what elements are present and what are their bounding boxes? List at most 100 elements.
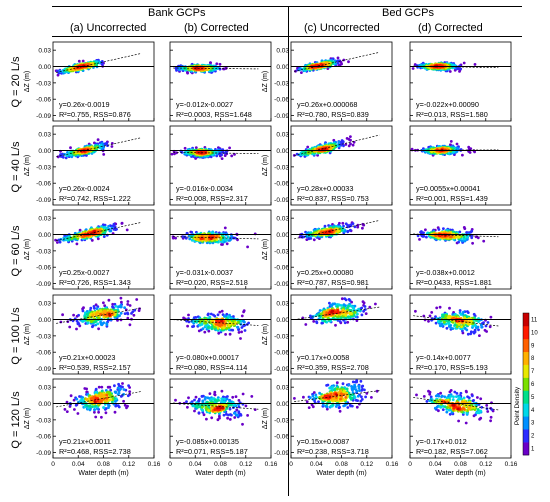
y-tick-label: 0.00 xyxy=(38,64,51,71)
regression-equation: y=-0.022x+0.00090 xyxy=(416,100,479,109)
data-point xyxy=(56,73,60,77)
data-point xyxy=(484,324,488,328)
data-point xyxy=(312,320,316,323)
data-point xyxy=(348,299,352,302)
data-point xyxy=(194,395,198,399)
data-point xyxy=(56,155,60,159)
data-point xyxy=(362,309,365,313)
data-point xyxy=(122,388,126,391)
data-point xyxy=(123,312,127,315)
data-point xyxy=(128,304,132,307)
data-point xyxy=(75,319,79,323)
data-point xyxy=(336,61,340,65)
data-point xyxy=(218,62,222,66)
data-point xyxy=(85,403,88,407)
data-point xyxy=(212,313,215,317)
data-point xyxy=(123,306,126,309)
regression-stats: R²=0.008, RSS=2.317 xyxy=(176,194,248,203)
data-point xyxy=(301,316,305,320)
data-point xyxy=(75,397,79,401)
data-point xyxy=(93,400,97,404)
regression-equation: y=0.26x-0.0019 xyxy=(59,100,110,109)
data-point xyxy=(107,298,111,302)
data-point xyxy=(113,410,117,414)
data-point xyxy=(125,228,129,232)
y-tick-label: 0.03 xyxy=(38,216,51,223)
regression-stats: R²=0.001, RSS=1.439 xyxy=(416,194,488,203)
data-point xyxy=(100,385,104,389)
regression-stats: R²=0.787, RSS=0.981 xyxy=(297,278,369,287)
y-axis-label: ΔZ (m) xyxy=(24,155,31,176)
y-tick-label: -0.09 xyxy=(36,450,51,457)
data-point xyxy=(448,70,452,73)
data-point xyxy=(74,403,78,407)
data-point xyxy=(237,410,241,414)
fit-line xyxy=(56,53,142,73)
y-tick-label: -0.09 xyxy=(36,366,51,373)
data-point xyxy=(126,311,129,315)
data-point xyxy=(91,324,95,328)
data-point xyxy=(246,414,250,417)
data-point xyxy=(99,322,103,326)
data-point xyxy=(102,321,106,325)
data-point xyxy=(325,311,329,315)
y-axis-label: ΔZ (m) xyxy=(24,71,31,92)
data-point xyxy=(226,416,230,420)
data-point xyxy=(96,322,100,326)
fit-line xyxy=(173,67,259,70)
data-point xyxy=(81,320,84,323)
regression-equation: y=-0.016x-0.0034 xyxy=(176,184,233,193)
data-point xyxy=(174,236,178,240)
panel-frame xyxy=(169,125,272,206)
data-point xyxy=(88,404,92,408)
data-point xyxy=(174,398,177,402)
data-point xyxy=(455,142,459,146)
data-point xyxy=(346,229,350,233)
data-point xyxy=(353,311,357,314)
data-point xyxy=(81,309,85,313)
data-point xyxy=(126,303,130,306)
data-point xyxy=(471,241,474,245)
data-point xyxy=(440,323,444,326)
data-point xyxy=(117,305,121,308)
data-point xyxy=(83,387,87,390)
y-tick-label: -0.06 xyxy=(274,265,289,272)
data-point xyxy=(135,298,139,301)
data-point xyxy=(240,330,244,334)
data-point xyxy=(75,242,79,246)
data-point xyxy=(326,67,330,70)
data-point xyxy=(113,384,116,388)
data-point xyxy=(73,408,76,411)
data-point xyxy=(424,228,427,232)
data-point xyxy=(210,416,214,420)
data-point xyxy=(459,67,463,71)
data-point xyxy=(341,221,345,225)
data-point xyxy=(343,321,347,325)
data-point xyxy=(361,226,364,230)
data-point xyxy=(105,322,108,325)
data-point xyxy=(428,314,432,318)
y-axis-label: ΔZ (m) xyxy=(262,71,269,92)
data-point xyxy=(240,314,244,318)
y-tick-label: 0.03 xyxy=(38,48,51,55)
header-bottom-rule xyxy=(52,36,522,37)
y-tick-label: -0.03 xyxy=(36,80,51,87)
data-point xyxy=(346,223,349,227)
data-point xyxy=(239,412,242,416)
data-point xyxy=(226,235,230,239)
data-point xyxy=(221,243,224,246)
data-point xyxy=(126,394,130,398)
data-point xyxy=(76,412,80,415)
data-point xyxy=(447,315,450,319)
data-point xyxy=(469,330,473,334)
data-point xyxy=(228,418,232,421)
data-point xyxy=(374,302,377,306)
y-tick-label: -0.06 xyxy=(36,181,51,188)
y-tick-label: 0.03 xyxy=(276,132,289,139)
regression-stats: R²=0.726, RSS=1.343 xyxy=(59,278,131,287)
group-header-bank: Bank GCPs xyxy=(148,7,206,19)
data-point xyxy=(100,415,103,419)
data-point xyxy=(349,138,352,142)
